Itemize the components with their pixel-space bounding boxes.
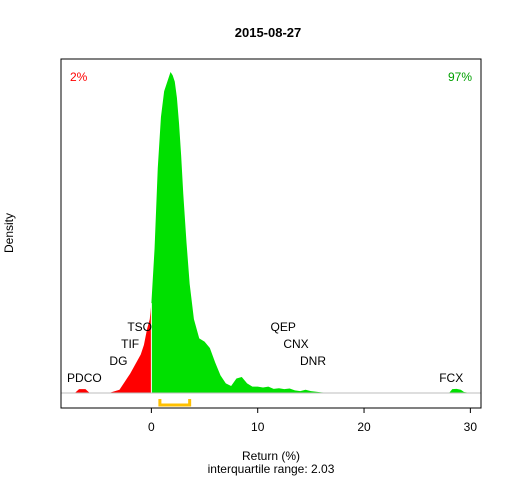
annotation-tso: TSO — [127, 320, 152, 334]
annotation-tif: TIF — [121, 337, 139, 351]
iqr-bracket — [158, 399, 192, 407]
density-areas — [74, 72, 471, 393]
iqr-label: interquartile range: 2.03 — [208, 462, 335, 476]
negative-density-area — [74, 303, 152, 393]
y-axis-label: Density — [2, 213, 16, 253]
annotation-dg: DG — [109, 354, 127, 368]
annotation-cnx: CNX — [283, 337, 308, 351]
annotation-fcx: FCX — [439, 371, 463, 385]
plot-frame — [60, 58, 482, 409]
x-tick-label: 0 — [148, 420, 155, 434]
x-axis-label: Return (%) — [242, 449, 300, 463]
positive-percent: 97% — [448, 70, 472, 84]
x-axis: 0 10 20 30 — [148, 408, 477, 434]
x-tick-label: 30 — [464, 420, 478, 434]
annotation-pdco: PDCO — [67, 371, 102, 385]
annotation-qep: QEP — [271, 320, 296, 334]
x-tick-label: 20 — [357, 420, 371, 434]
annotation-dnr: DNR — [300, 354, 326, 368]
negative-percent: 2% — [70, 70, 88, 84]
x-tick-label: 10 — [251, 420, 265, 434]
interquartile-range-marker — [158, 399, 192, 407]
chart-title: 2015-08-27 — [235, 25, 302, 40]
positive-density-area — [151, 72, 471, 393]
ticker-annotations: PDCO DG TIF TSO QEP CNX DNR FCX — [67, 320, 463, 385]
